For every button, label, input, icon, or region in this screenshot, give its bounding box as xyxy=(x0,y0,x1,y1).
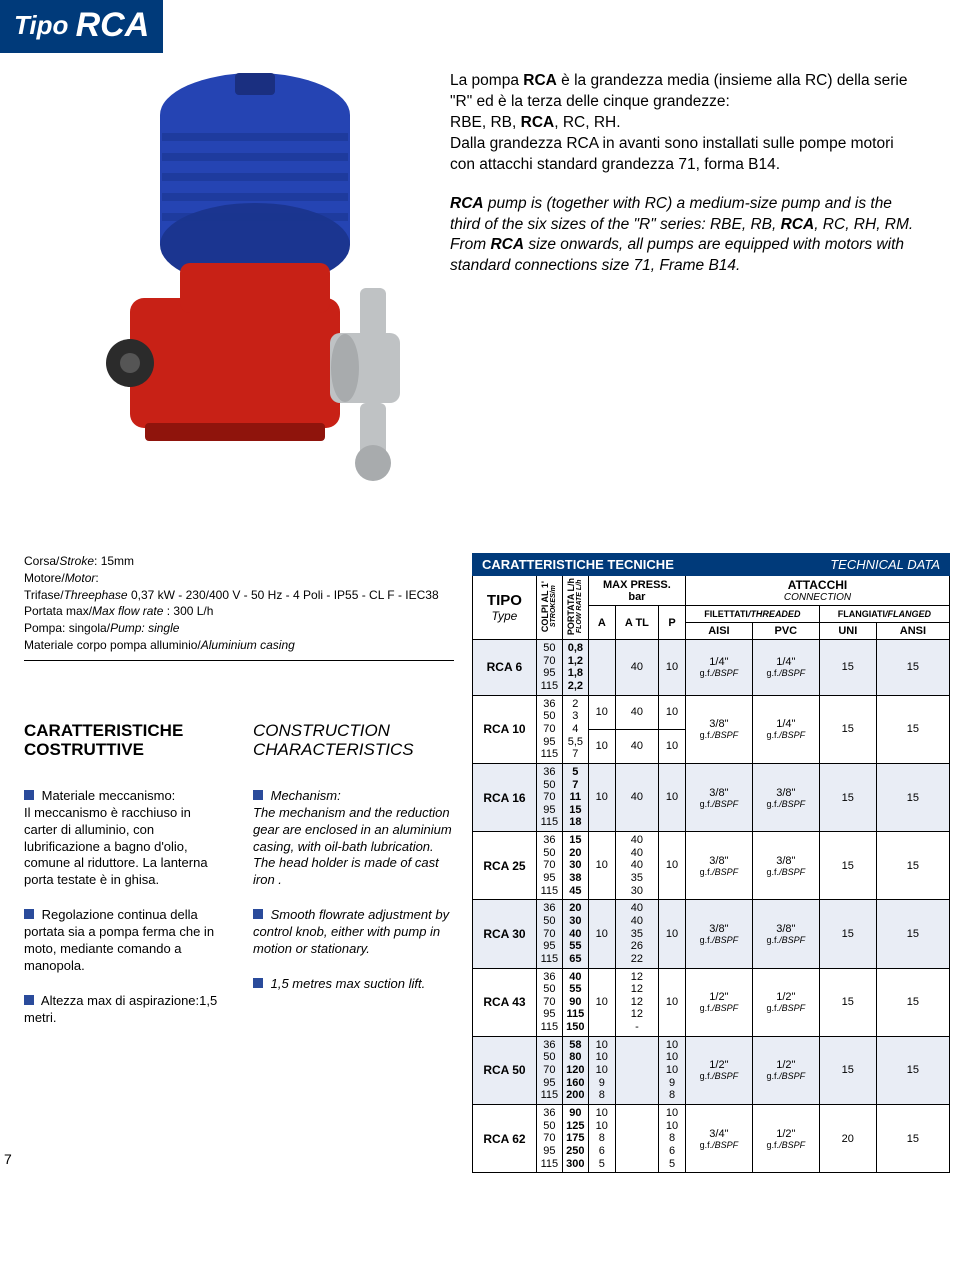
spec-material: Materiale corpo pompa alluminio/Aluminiu… xyxy=(24,637,454,654)
table-row-type: RCA 30 xyxy=(473,900,537,968)
char-en-1: Mechanism:The mechanism and the reductio… xyxy=(253,788,454,889)
table-row-type: RCA 62 xyxy=(473,1104,537,1172)
table-row: RCA 303650709511520304055651040403526221… xyxy=(473,900,950,968)
char-en-2: Smooth flowrate adjustment by control kn… xyxy=(253,907,454,958)
table-row-type: RCA 43 xyxy=(473,968,537,1036)
spec-flowrate: Portata max/Max flow rate : 300 L/h xyxy=(24,603,454,620)
col-uni: UNI xyxy=(819,623,876,640)
tech-table: TIPO Type COLPI AL 1'STROKES/m PORTATA L… xyxy=(472,576,950,1173)
col-strokes: COLPI AL 1'STROKES/m xyxy=(536,576,562,640)
col-ATL: A TL xyxy=(615,606,658,640)
char-en-3: 1,5 metres max suction lift. xyxy=(253,976,454,993)
col-P: P xyxy=(659,606,686,640)
intro-en: RCA pump is (together with RC) a medium-… xyxy=(450,194,920,278)
intro-text: La pompa RCA è la grandezza media (insie… xyxy=(450,63,920,523)
intro-it-p1: La pompa RCA è la grandezza media (insie… xyxy=(450,71,920,176)
tech-header: CARATTERISTICHE TECNICHE TECHNICAL DATA xyxy=(472,553,950,576)
spec-divider xyxy=(24,660,454,661)
characteristics-it: CARATTERISTICHE COSTRUTTIVE Materiale me… xyxy=(24,721,225,1045)
spec-motor-label: Motore/Motor: xyxy=(24,570,454,587)
table-row: RCA 253650709511515203038451040404035301… xyxy=(473,832,950,900)
pump-illustration xyxy=(60,63,420,523)
char-heading-it: CARATTERISTICHE COSTRUTTIVE xyxy=(24,721,225,760)
table-row: RCA 6236507095115901251752503001010865 1… xyxy=(473,1104,950,1172)
tech-header-it: CARATTERISTICHE TECNICHE xyxy=(482,557,674,572)
col-aisi: AISI xyxy=(685,623,752,640)
char-it-2: Regolazione continua della portata sia a… xyxy=(24,907,225,975)
intro-en-p1: RCA pump is (together with RC) a medium-… xyxy=(450,194,920,278)
col-filettati: FILETTATI/THREADED xyxy=(685,606,819,623)
intro-it: La pompa RCA è la grandezza media (insie… xyxy=(450,71,920,176)
spec-motor-detail: Trifase/Threephase 0,37 kW - 230/400 V -… xyxy=(24,587,454,604)
table-row: RCA 5036507095115588012016020010101098 1… xyxy=(473,1036,950,1104)
table-row: RCA 1636507095115571115181040103/8"g.f./… xyxy=(473,763,950,831)
table-row: RCA 43365070951154055901151501012121212-… xyxy=(473,968,950,1036)
col-ansi: ANSI xyxy=(876,623,949,640)
table-row-type: RCA 10 xyxy=(473,695,537,763)
spec-stroke: Corsa/Stroke: 15mm xyxy=(24,553,454,570)
table-row-type: RCA 6 xyxy=(473,640,537,696)
col-pvc: PVC xyxy=(752,623,819,640)
table-row-type: RCA 25 xyxy=(473,832,537,900)
col-flangiati: FLANGIATI/FLANGED xyxy=(819,606,949,623)
col-tipo: TIPO Type xyxy=(473,576,537,640)
col-maxpress: MAX PRESS.bar xyxy=(588,576,685,606)
table-row-type: RCA 50 xyxy=(473,1036,537,1104)
col-A: A xyxy=(588,606,615,640)
spec-pump: Pompa: singola/Pump: single xyxy=(24,620,454,637)
tech-header-en: TECHNICAL DATA xyxy=(830,557,940,572)
char-it-1: Materiale meccanismo:Il meccanismo è rac… xyxy=(24,788,225,889)
title-prefix: Tipo xyxy=(14,10,76,40)
col-attacchi: ATTACCHI CONNECTION xyxy=(685,576,949,606)
title-model: RCA xyxy=(76,6,150,44)
characteristics-en: CONSTRUCTION CHARACTERISTICS Mechanism:T… xyxy=(253,721,454,1045)
page-number: 7 xyxy=(4,1151,12,1167)
page-title-band: Tipo RCA xyxy=(0,0,163,53)
specs-block: Corsa/Stroke: 15mm Motore/Motor: Trifase… xyxy=(24,553,454,654)
table-row: RCA 65070951150,81,21,82,2 40101/4"g.f./… xyxy=(473,640,950,696)
char-it-3: Altezza max di aspirazione:1,5 metri. xyxy=(24,993,225,1027)
col-flowrate: PORTATA L/hFLOW RATE L/h xyxy=(562,576,588,640)
table-row-type: RCA 16 xyxy=(473,763,537,831)
char-heading-en: CONSTRUCTION CHARACTERISTICS xyxy=(253,721,454,760)
